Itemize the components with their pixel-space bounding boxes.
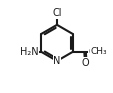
Text: O: O: [88, 47, 95, 57]
Text: O: O: [81, 58, 89, 68]
Text: N: N: [53, 56, 60, 66]
Text: H₂N: H₂N: [20, 47, 38, 57]
Text: Cl: Cl: [52, 8, 61, 18]
Text: CH₃: CH₃: [90, 47, 107, 56]
